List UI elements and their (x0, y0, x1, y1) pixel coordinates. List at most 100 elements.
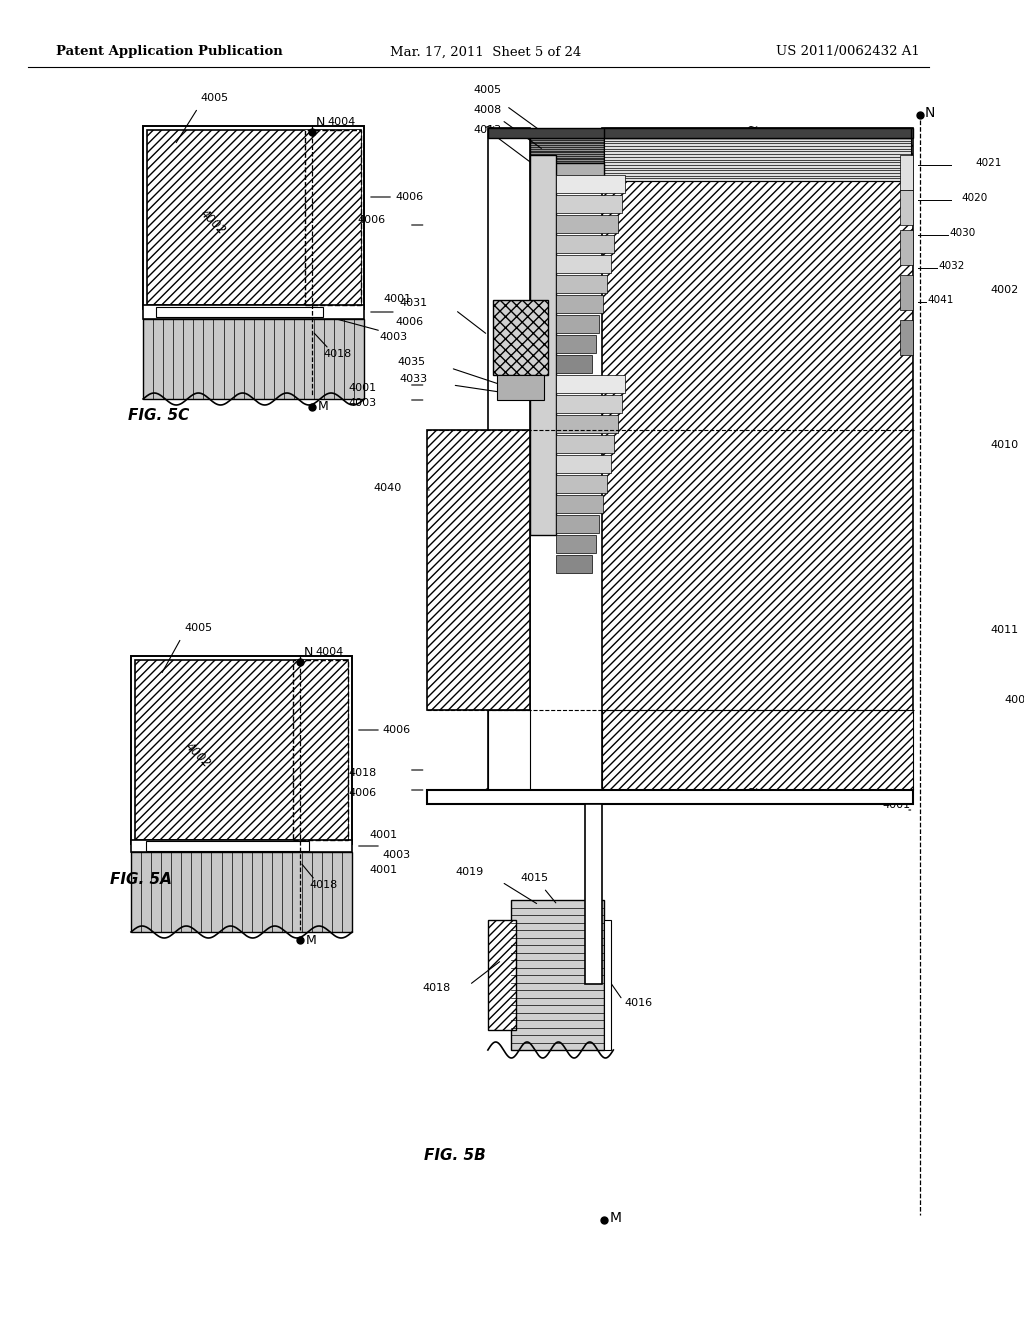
Bar (493, 300, 548, 375)
Text: 4040: 4040 (373, 483, 401, 492)
Bar (604, 920, 611, 1049)
Bar (556, 335, 596, 352)
Bar (586, 804, 602, 983)
Text: 4003: 4003 (383, 850, 411, 861)
Bar (131, 840, 352, 851)
Text: 4006: 4006 (395, 317, 423, 327)
Bar (427, 430, 529, 710)
Text: 4004: 4004 (315, 647, 343, 657)
Bar (899, 154, 913, 190)
Bar (899, 190, 913, 224)
Bar (556, 475, 607, 492)
Bar (604, 139, 900, 181)
Bar (556, 395, 622, 413)
Bar (602, 710, 913, 789)
Text: ~: ~ (484, 121, 496, 135)
Text: 4041: 4041 (928, 294, 953, 305)
Text: M: M (317, 400, 329, 413)
Text: N: N (925, 106, 935, 120)
Text: 4001: 4001 (370, 865, 398, 875)
Text: 4005: 4005 (474, 84, 502, 95)
Bar (529, 154, 556, 535)
Bar (556, 515, 599, 533)
Text: 4003: 4003 (379, 333, 408, 342)
Bar (556, 215, 617, 234)
Text: 4006: 4006 (348, 788, 377, 799)
Bar (556, 436, 614, 453)
Bar (556, 195, 622, 213)
Text: Patent Application Publication: Patent Application Publication (55, 45, 283, 58)
Bar (556, 176, 626, 193)
Text: 4002: 4002 (198, 207, 228, 238)
Text: M: M (609, 1210, 622, 1225)
Text: N: N (316, 116, 326, 128)
Bar (556, 235, 614, 253)
Bar (556, 375, 626, 393)
Text: 4002: 4002 (183, 739, 213, 770)
Text: 4018: 4018 (309, 880, 338, 890)
Text: 4004: 4004 (327, 117, 355, 127)
Bar (604, 139, 910, 181)
Text: 4006: 4006 (383, 725, 411, 735)
Bar (305, 129, 360, 305)
Bar (899, 275, 913, 310)
Text: ~: ~ (484, 783, 496, 797)
Text: 4018: 4018 (423, 983, 451, 993)
Bar (604, 128, 910, 139)
Text: 4015: 4015 (520, 873, 549, 883)
Text: 4001: 4001 (883, 800, 911, 810)
Bar (556, 535, 596, 553)
Bar (556, 315, 599, 333)
Bar (143, 125, 365, 309)
Bar (143, 319, 365, 399)
Bar (556, 495, 603, 513)
Bar (131, 656, 352, 843)
Bar (529, 162, 604, 181)
Text: FIG. 5B: FIG. 5B (424, 1147, 485, 1163)
Bar (556, 414, 617, 433)
Text: 4003: 4003 (348, 399, 377, 408)
Bar (556, 355, 592, 374)
Bar (498, 375, 544, 400)
Text: 4011: 4011 (990, 624, 1019, 635)
Text: 4020: 4020 (962, 193, 988, 203)
Text: 4021: 4021 (976, 158, 1002, 168)
Bar (899, 230, 913, 265)
Bar (293, 660, 348, 840)
Text: ~: ~ (746, 783, 759, 797)
Text: 4005: 4005 (184, 623, 212, 634)
Text: N: N (304, 645, 313, 659)
Bar (487, 128, 913, 139)
Text: 4019: 4019 (456, 867, 483, 876)
Bar (427, 789, 913, 804)
Text: ~: ~ (746, 121, 759, 135)
Text: FIG. 5C: FIG. 5C (128, 408, 189, 422)
Text: 4005: 4005 (201, 92, 228, 103)
Text: 4008: 4008 (474, 106, 502, 115)
Text: FIG. 5A: FIG. 5A (110, 873, 172, 887)
Text: 4006: 4006 (395, 191, 423, 202)
Bar (293, 660, 348, 840)
Text: US 2011/0062432 A1: US 2011/0062432 A1 (776, 45, 920, 58)
Bar (145, 841, 308, 851)
Bar (131, 851, 352, 932)
Bar (487, 710, 529, 789)
Bar (146, 129, 360, 305)
Bar (487, 128, 529, 788)
Text: 4016: 4016 (625, 998, 652, 1008)
Bar (556, 255, 610, 273)
Text: 4002: 4002 (990, 285, 1019, 294)
Bar (511, 900, 604, 1049)
Bar (529, 139, 604, 162)
Bar (556, 455, 610, 473)
Bar (156, 308, 324, 317)
Bar (143, 305, 365, 319)
Text: 4035: 4035 (397, 356, 426, 367)
Text: 4033: 4033 (399, 374, 427, 384)
Text: 4004: 4004 (1005, 696, 1024, 705)
Bar (305, 129, 360, 305)
Text: M: M (306, 933, 316, 946)
Bar (135, 660, 348, 840)
Bar (899, 319, 913, 355)
Bar (556, 554, 592, 573)
